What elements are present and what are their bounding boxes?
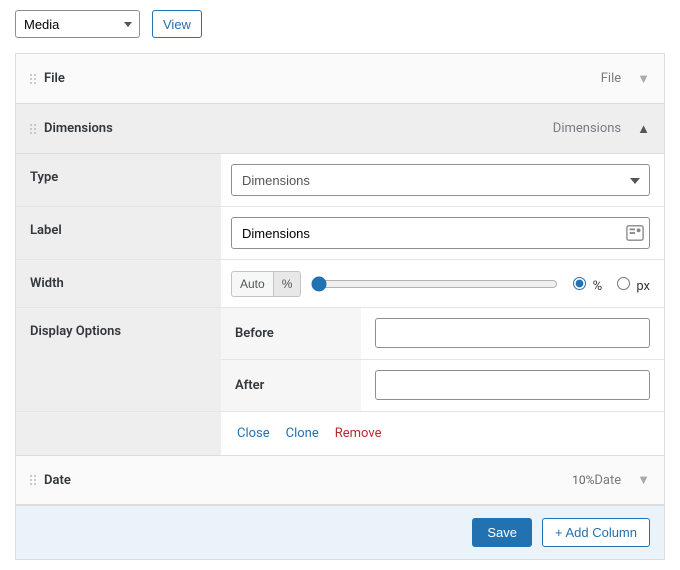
- layout-icon: [626, 224, 644, 242]
- width-toggle-pct[interactable]: %: [273, 272, 301, 296]
- storage-select[interactable]: Media: [15, 10, 140, 38]
- setting-label: Label: [16, 207, 664, 260]
- sub-label-before: Before: [221, 308, 361, 359]
- sub-label-after: After: [221, 360, 361, 411]
- unit-radio-px[interactable]: px: [612, 274, 650, 294]
- save-button[interactable]: Save: [472, 518, 532, 547]
- setting-label-label: Label: [16, 207, 221, 259]
- column-type-label: Date: [594, 473, 621, 488]
- footer: Save + Add Column: [16, 505, 664, 559]
- column-title: Dimensions: [44, 121, 553, 136]
- type-select[interactable]: Dimensions: [231, 164, 650, 196]
- column-type-label: Dimensions: [553, 121, 621, 136]
- setting-width: Width Auto % % px: [16, 260, 664, 308]
- column-title: Date: [44, 473, 552, 488]
- setting-label-display-options: Display Options: [16, 308, 221, 411]
- collapse-icon: ▼: [637, 71, 650, 87]
- column-width-text: 10%: [572, 473, 594, 487]
- before-input[interactable]: [375, 318, 650, 348]
- view-button[interactable]: View: [152, 10, 202, 38]
- setting-type: Type Dimensions: [16, 154, 664, 207]
- width-toggle-auto[interactable]: Auto: [232, 272, 273, 296]
- setting-display-options: Display Options Before After: [16, 308, 664, 412]
- setting-label-type: Type: [16, 154, 221, 206]
- add-column-button[interactable]: + Add Column: [542, 518, 650, 547]
- drag-handle-icon[interactable]: [30, 74, 32, 84]
- remove-link[interactable]: Remove: [335, 426, 382, 441]
- column-header-file[interactable]: File File ▼: [16, 54, 664, 104]
- after-input[interactable]: [375, 370, 650, 400]
- expand-icon: ▲: [637, 121, 650, 137]
- column-header-dimensions[interactable]: Dimensions Dimensions ▲: [16, 104, 664, 154]
- column-title: File: [44, 71, 601, 86]
- column-type-label: File: [601, 71, 621, 86]
- drag-handle-icon[interactable]: [30, 124, 32, 134]
- column-actions: Close Clone Remove: [16, 412, 664, 455]
- unit-radio-pct[interactable]: %: [568, 274, 602, 294]
- width-slider[interactable]: [311, 276, 558, 292]
- setting-label-width: Width: [16, 260, 221, 307]
- width-toggle-group: Auto %: [231, 271, 301, 297]
- columns-list: File File ▼ Dimensions Dimensions ▲ Type…: [15, 53, 665, 560]
- clone-link[interactable]: Clone: [286, 426, 319, 441]
- column-header-date[interactable]: Date 10% Date ▼: [16, 455, 664, 505]
- collapse-icon: ▼: [637, 472, 650, 488]
- label-input[interactable]: [231, 217, 650, 249]
- top-bar: Media View: [15, 10, 665, 38]
- close-link[interactable]: Close: [237, 426, 270, 441]
- drag-handle-icon[interactable]: [30, 475, 32, 485]
